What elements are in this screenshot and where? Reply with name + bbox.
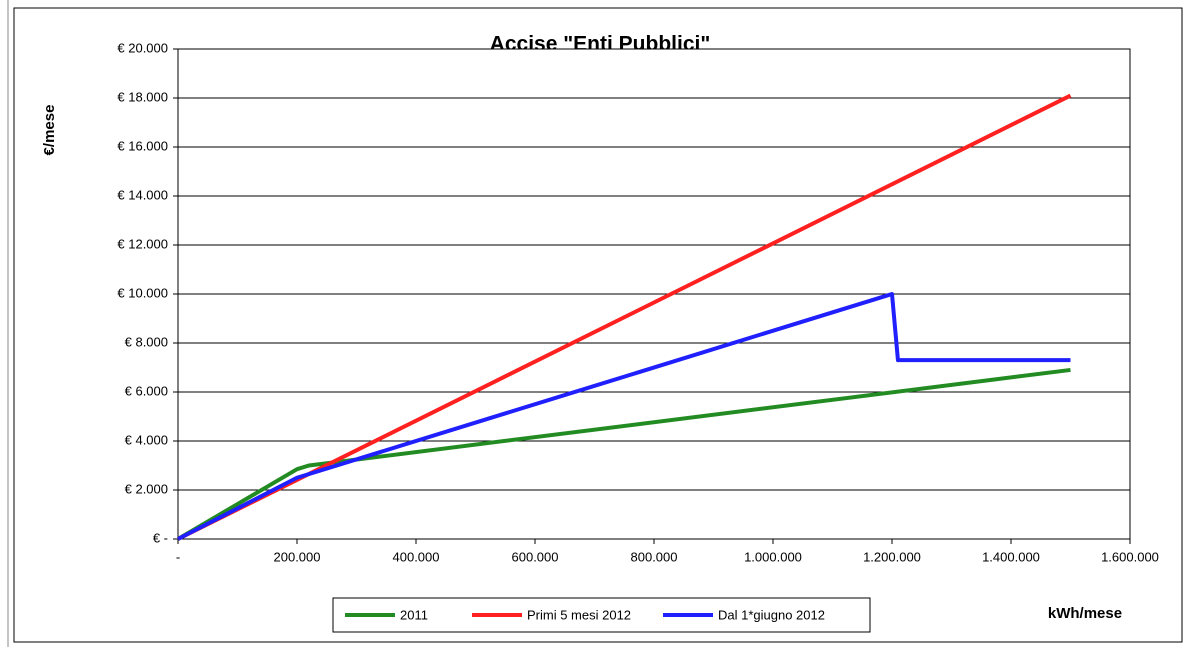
series-line — [176, 367, 1071, 541]
y-tick-label: € 14.000 — [117, 187, 168, 202]
series-line — [177, 93, 1072, 541]
y-tick-label: € 12.000 — [117, 236, 168, 251]
legend-label: Dal 1*giugno 2012 — [718, 607, 825, 622]
y-tick-label: € 8.000 — [125, 334, 168, 349]
x-tick-label: 1.200.000 — [863, 549, 921, 564]
x-axis-label: kWh/mese — [1048, 605, 1122, 622]
x-tick-label: - — [176, 549, 180, 564]
x-tick-label: 1.400.000 — [982, 549, 1040, 564]
y-tick-label: € 18.000 — [117, 89, 168, 104]
y-tick-label: € - — [153, 530, 168, 545]
x-tick-label: 800.000 — [631, 549, 678, 564]
y-tick-label: € 20.000 — [117, 40, 168, 55]
legend — [332, 597, 871, 633]
y-tick-label: € 16.000 — [117, 138, 168, 153]
y-tick-label: € 2.000 — [125, 481, 168, 496]
legend-label: 2011 — [400, 607, 428, 622]
y-tick-label: € 4.000 — [125, 432, 168, 447]
y-tick-label: € 6.000 — [125, 383, 168, 398]
y-tick-label: € 10.000 — [117, 285, 168, 300]
x-tick-label: 1.600.000 — [1101, 549, 1159, 564]
x-tick-label: 200.000 — [274, 549, 321, 564]
x-tick-label: 400.000 — [393, 549, 440, 564]
y-axis-label: €/mese — [41, 105, 58, 156]
series-line — [177, 292, 1071, 541]
x-tick-label: 1.000.000 — [744, 549, 802, 564]
legend-label: Primi 5 mesi 2012 — [527, 607, 631, 622]
x-tick-label: 600.000 — [512, 549, 559, 564]
